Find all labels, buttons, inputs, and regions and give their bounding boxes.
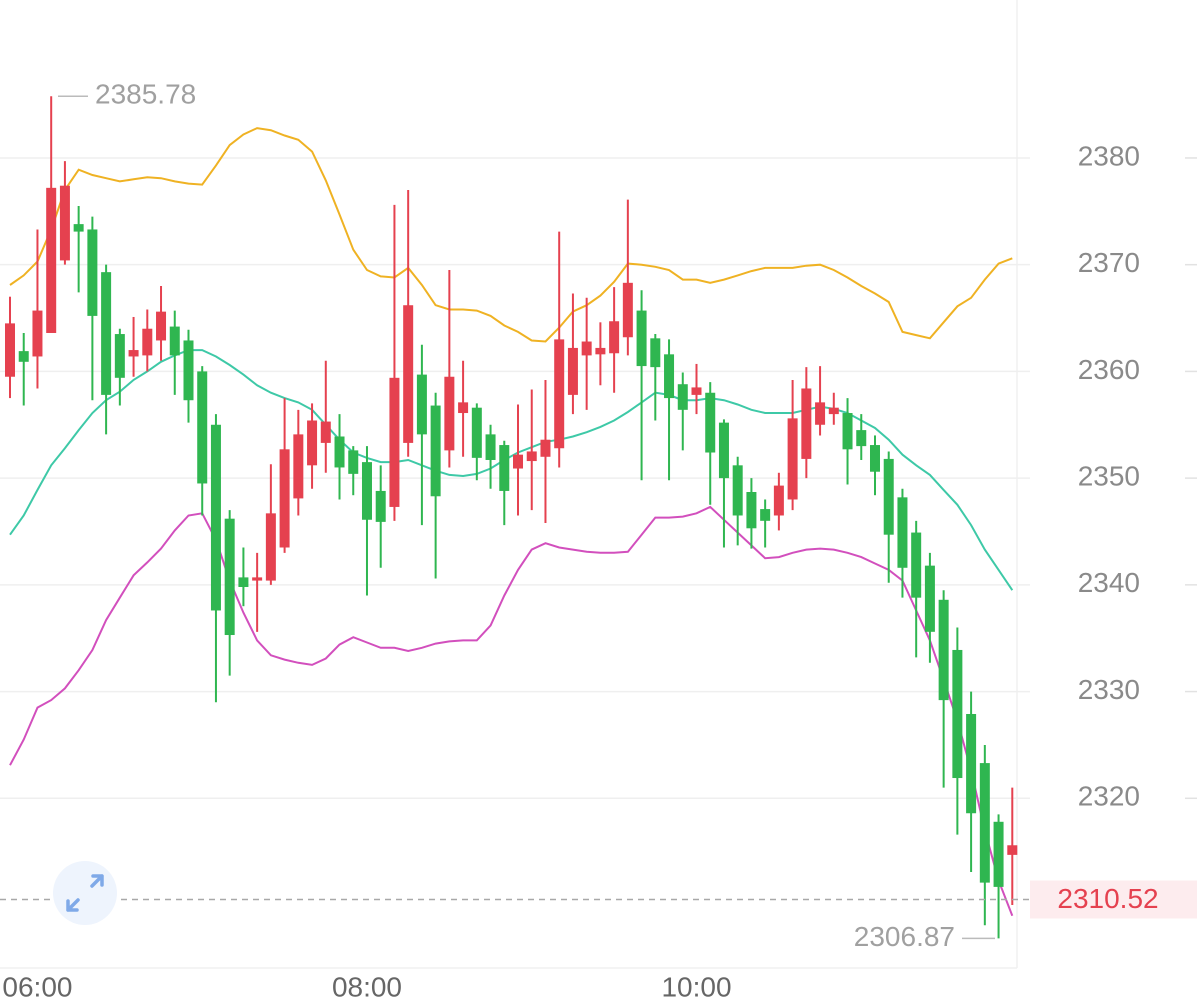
candle-body — [732, 465, 743, 516]
candle-body — [540, 439, 551, 457]
candle-body — [691, 387, 702, 395]
candle-body — [169, 326, 180, 356]
candle-body — [210, 424, 221, 611]
candle-body — [252, 577, 263, 581]
candle-body — [636, 310, 647, 367]
candle-body — [197, 371, 208, 484]
candle-body — [499, 445, 510, 491]
candle-body — [5, 323, 15, 377]
candle-body — [471, 407, 482, 458]
candle-body — [334, 436, 345, 468]
band-line — [9, 349, 1014, 591]
candle-body — [485, 434, 496, 460]
candle-body — [279, 449, 290, 548]
candle-body — [924, 565, 935, 632]
candle-body — [403, 305, 414, 443]
last-price-label: 2310.52 — [1057, 883, 1158, 914]
candle-body — [595, 347, 606, 355]
y-tick-label: 2350 — [1078, 461, 1140, 492]
candle-body — [265, 513, 276, 581]
candle-body — [224, 518, 235, 636]
candle-body — [59, 185, 70, 261]
x-tick-label: 10:00 — [661, 971, 731, 1002]
y-tick-label: 2330 — [1078, 674, 1140, 705]
candle-body — [842, 413, 853, 450]
candle-body — [430, 405, 441, 497]
candle-body — [966, 713, 977, 814]
y-tick-label: 2370 — [1078, 247, 1140, 278]
candle-body — [183, 340, 194, 401]
y-tick-label: 2320 — [1078, 781, 1140, 812]
candle-body — [389, 377, 400, 507]
candle-body — [815, 402, 826, 425]
candle-body — [828, 407, 839, 415]
candle-body — [114, 334, 125, 378]
candle-body — [32, 310, 43, 357]
candle-body — [993, 821, 1004, 887]
candle-body — [513, 454, 524, 469]
candle-body — [320, 421, 331, 443]
candle-body — [416, 374, 427, 435]
candle-body — [609, 321, 620, 354]
candle-body — [581, 341, 592, 356]
candle-body — [567, 347, 578, 395]
candle-body — [361, 462, 372, 520]
candle-body — [458, 402, 469, 414]
candle-body — [18, 351, 29, 362]
candle-body — [293, 434, 304, 499]
candle-body — [46, 187, 57, 333]
band-line — [9, 127, 1013, 343]
band-line — [9, 505, 1014, 917]
last-price-tag — [1030, 880, 1197, 919]
candle-body — [787, 418, 798, 500]
candle-body — [307, 420, 318, 466]
candle-body — [526, 451, 537, 462]
candle-body — [650, 338, 661, 368]
candle-body — [142, 328, 153, 356]
candle-body — [73, 224, 84, 232]
candle-body — [897, 497, 908, 568]
candle-body — [718, 422, 729, 479]
candle-body — [87, 229, 98, 316]
candle-body — [760, 509, 771, 521]
candle-body — [444, 376, 455, 451]
expand-button[interactable] — [53, 861, 117, 925]
candle-body — [938, 599, 949, 701]
y-tick-label: 2340 — [1078, 567, 1140, 598]
candles — [5, 96, 1018, 939]
candle-body — [801, 388, 812, 459]
y-tick-label: 2360 — [1078, 354, 1140, 385]
low-label: 2306.87 — [854, 921, 955, 952]
candle-body — [128, 350, 139, 357]
x-tick-label: 06:00 — [2, 971, 72, 1002]
x-tick-label: 08:00 — [332, 971, 402, 1002]
candle-body — [622, 282, 633, 338]
labels: 2320 2330 2340 2350 2360 2370 2380 06:00 08:00 10… — [0, 79, 1197, 1002]
candle-body — [883, 458, 894, 535]
candle-body — [1007, 845, 1018, 855]
candle-body — [705, 392, 716, 453]
candle-body — [746, 492, 757, 529]
candle-body — [101, 272, 112, 395]
candle-body — [664, 354, 675, 399]
candle-body — [156, 311, 167, 341]
candle-body — [375, 490, 386, 522]
candle-body — [979, 763, 990, 883]
candle-body — [348, 450, 359, 474]
candle-body — [869, 445, 880, 472]
candle-body — [677, 384, 688, 410]
high-label: 2385.78 — [95, 79, 196, 110]
candle-body — [856, 430, 867, 447]
grid — [0, 157, 1197, 800]
candle-body — [773, 485, 784, 516]
candle-body — [554, 339, 565, 449]
candle-body — [238, 577, 249, 587]
candle-body — [911, 532, 922, 598]
y-tick-label: 2380 — [1078, 140, 1140, 171]
candle-body — [952, 649, 963, 779]
